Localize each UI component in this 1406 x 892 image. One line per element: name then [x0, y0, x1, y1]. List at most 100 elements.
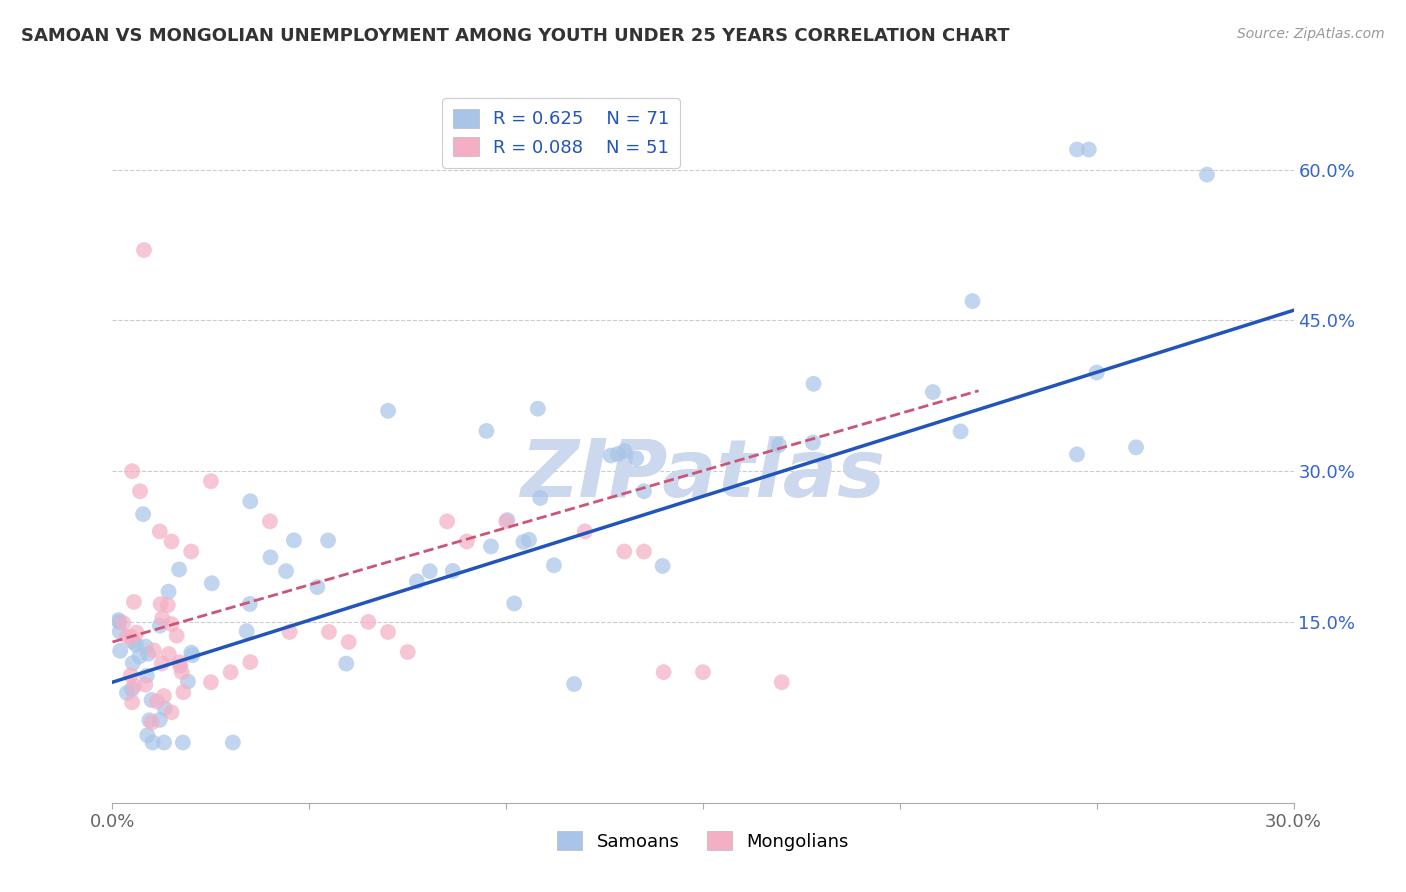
Point	[141, 715, 163, 730]
Point	[562, 677, 585, 691]
Point	[377, 624, 399, 639]
Point	[160, 534, 183, 549]
Point	[170, 665, 193, 679]
Point	[120, 630, 142, 644]
Point	[517, 533, 540, 547]
Point	[239, 494, 262, 508]
Point	[419, 564, 441, 578]
Point	[770, 675, 793, 690]
Point	[633, 484, 655, 499]
Point	[613, 544, 636, 558]
Point	[626, 451, 648, 466]
Point	[141, 693, 163, 707]
Point	[149, 618, 172, 632]
Point	[396, 645, 419, 659]
Point	[1077, 143, 1099, 157]
Text: SAMOAN VS MONGOLIAN UNEMPLOYMENT AMONG YOUTH UNDER 25 YEARS CORRELATION CHART: SAMOAN VS MONGOLIAN UNEMPLOYMENT AMONG Y…	[21, 27, 1010, 45]
Point	[149, 713, 172, 727]
Point	[150, 611, 173, 625]
Point	[129, 484, 152, 499]
Point	[120, 668, 142, 682]
Point	[128, 649, 150, 664]
Text: Source: ZipAtlas.com: Source: ZipAtlas.com	[1237, 27, 1385, 41]
Point	[259, 515, 281, 529]
Point	[495, 515, 517, 529]
Point	[149, 524, 172, 539]
Point	[768, 438, 790, 452]
Point	[921, 385, 943, 400]
Point	[274, 564, 297, 578]
Point	[406, 574, 429, 589]
Point	[121, 695, 143, 709]
Point	[142, 643, 165, 657]
Point	[121, 656, 143, 670]
Point	[200, 675, 222, 690]
Point	[150, 657, 173, 671]
Point	[235, 624, 257, 639]
Point	[121, 634, 143, 648]
Point	[479, 540, 502, 554]
Point	[149, 597, 172, 611]
Point	[156, 598, 179, 612]
Point	[142, 735, 165, 749]
Point	[153, 735, 176, 749]
Point	[112, 616, 135, 631]
Point	[181, 648, 204, 662]
Point	[651, 558, 673, 573]
Point	[166, 629, 188, 643]
Point	[132, 507, 155, 521]
Text: ZIPatlas: ZIPatlas	[520, 435, 886, 514]
Point	[177, 674, 200, 689]
Point	[441, 564, 464, 578]
Point	[134, 678, 156, 692]
Point	[200, 474, 222, 488]
Point	[335, 657, 357, 671]
Point	[1195, 168, 1218, 182]
Point	[157, 584, 180, 599]
Point	[803, 376, 825, 391]
Point	[436, 515, 458, 529]
Point	[160, 706, 183, 720]
Point	[107, 613, 129, 627]
Point	[512, 535, 534, 549]
Point	[574, 524, 596, 539]
Point	[692, 665, 714, 680]
Point	[157, 647, 180, 661]
Point	[125, 625, 148, 640]
Point	[475, 424, 498, 438]
Point	[239, 655, 262, 669]
Point	[259, 550, 281, 565]
Point	[136, 728, 159, 742]
Point	[153, 689, 176, 703]
Point	[337, 635, 360, 649]
Point	[633, 544, 655, 558]
Point	[146, 694, 169, 708]
Point	[122, 679, 145, 693]
Point	[172, 685, 194, 699]
Point	[121, 464, 143, 478]
Legend: Samoans, Mongolians: Samoans, Mongolians	[550, 824, 856, 858]
Point	[219, 665, 242, 680]
Point	[377, 404, 399, 418]
Point	[135, 640, 157, 654]
Point	[503, 597, 526, 611]
Point	[529, 491, 551, 505]
Point	[108, 624, 131, 639]
Point	[357, 615, 380, 629]
Point	[239, 597, 262, 611]
Point	[122, 595, 145, 609]
Point	[108, 615, 131, 629]
Point	[1066, 143, 1088, 157]
Point	[136, 647, 159, 661]
Point	[138, 713, 160, 727]
Point	[316, 533, 339, 548]
Point	[169, 658, 191, 673]
Point	[115, 630, 138, 644]
Point	[121, 682, 143, 697]
Point	[527, 401, 550, 416]
Point	[169, 655, 191, 669]
Point	[613, 444, 636, 458]
Point	[160, 617, 183, 632]
Point	[962, 294, 984, 309]
Point	[135, 669, 157, 683]
